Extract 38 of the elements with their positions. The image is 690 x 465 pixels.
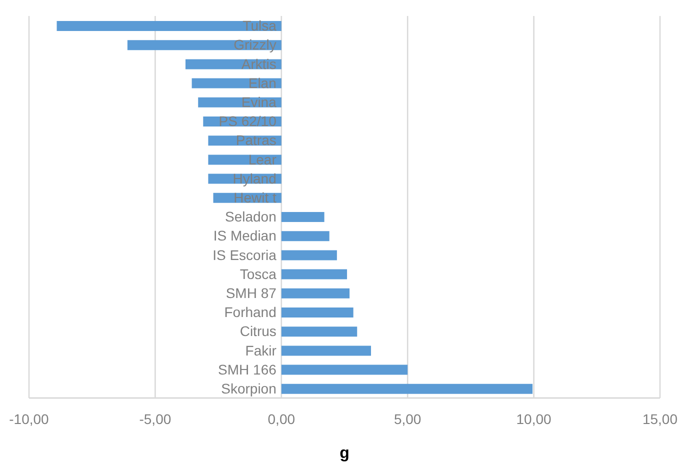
y-tick-label: SMH 87: [226, 284, 277, 301]
bar: [281, 288, 350, 298]
y-tick-label: Evina: [241, 94, 277, 110]
y-tick-label: SMH 166: [218, 361, 277, 378]
bar: [281, 250, 337, 260]
bar: [281, 269, 348, 280]
y-tick-label: Hyland: [232, 170, 276, 186]
y-tick-label: Grizzly: [234, 36, 276, 53]
x-tick-label: 5,00: [394, 410, 422, 427]
bar: [281, 212, 324, 222]
bar: [281, 346, 371, 356]
y-tick-label: Skorpion: [221, 380, 276, 396]
y-tick-label: Hewit t: [234, 189, 276, 206]
y-tick-label: Lear: [248, 151, 277, 168]
y-tick-label: Citrus: [240, 323, 276, 340]
y-tick-label: Seladon: [225, 208, 276, 225]
y-tick-label: Elan: [248, 74, 276, 91]
y-tick-label: Tulsa: [242, 18, 277, 34]
bar: [281, 326, 358, 337]
y-tick-label: IS Median: [213, 228, 276, 244]
y-tick-label: Patras: [236, 132, 276, 148]
bar: [281, 364, 408, 375]
bar: [281, 308, 354, 318]
x-axis-title: g: [340, 445, 350, 462]
x-tick-label: 15,00: [642, 410, 678, 427]
x-tick-label: -10,00: [9, 410, 50, 427]
bar: [56, 21, 282, 31]
y-tick-label: PS 62/10: [218, 113, 277, 130]
x-tick-label: 0,00: [268, 410, 296, 427]
y-tick-label: IS Escoria: [212, 246, 277, 263]
bar: [281, 384, 533, 394]
y-tick-label: Fakir: [245, 342, 277, 358]
y-tick-label: Forhand: [224, 304, 276, 320]
y-tick-label: Tosca: [240, 266, 277, 282]
x-tick-label: -5,00: [139, 410, 172, 427]
y-tick-label: Arktis: [241, 56, 276, 72]
x-tick-label: 10,00: [516, 410, 552, 427]
bar: [281, 231, 330, 242]
